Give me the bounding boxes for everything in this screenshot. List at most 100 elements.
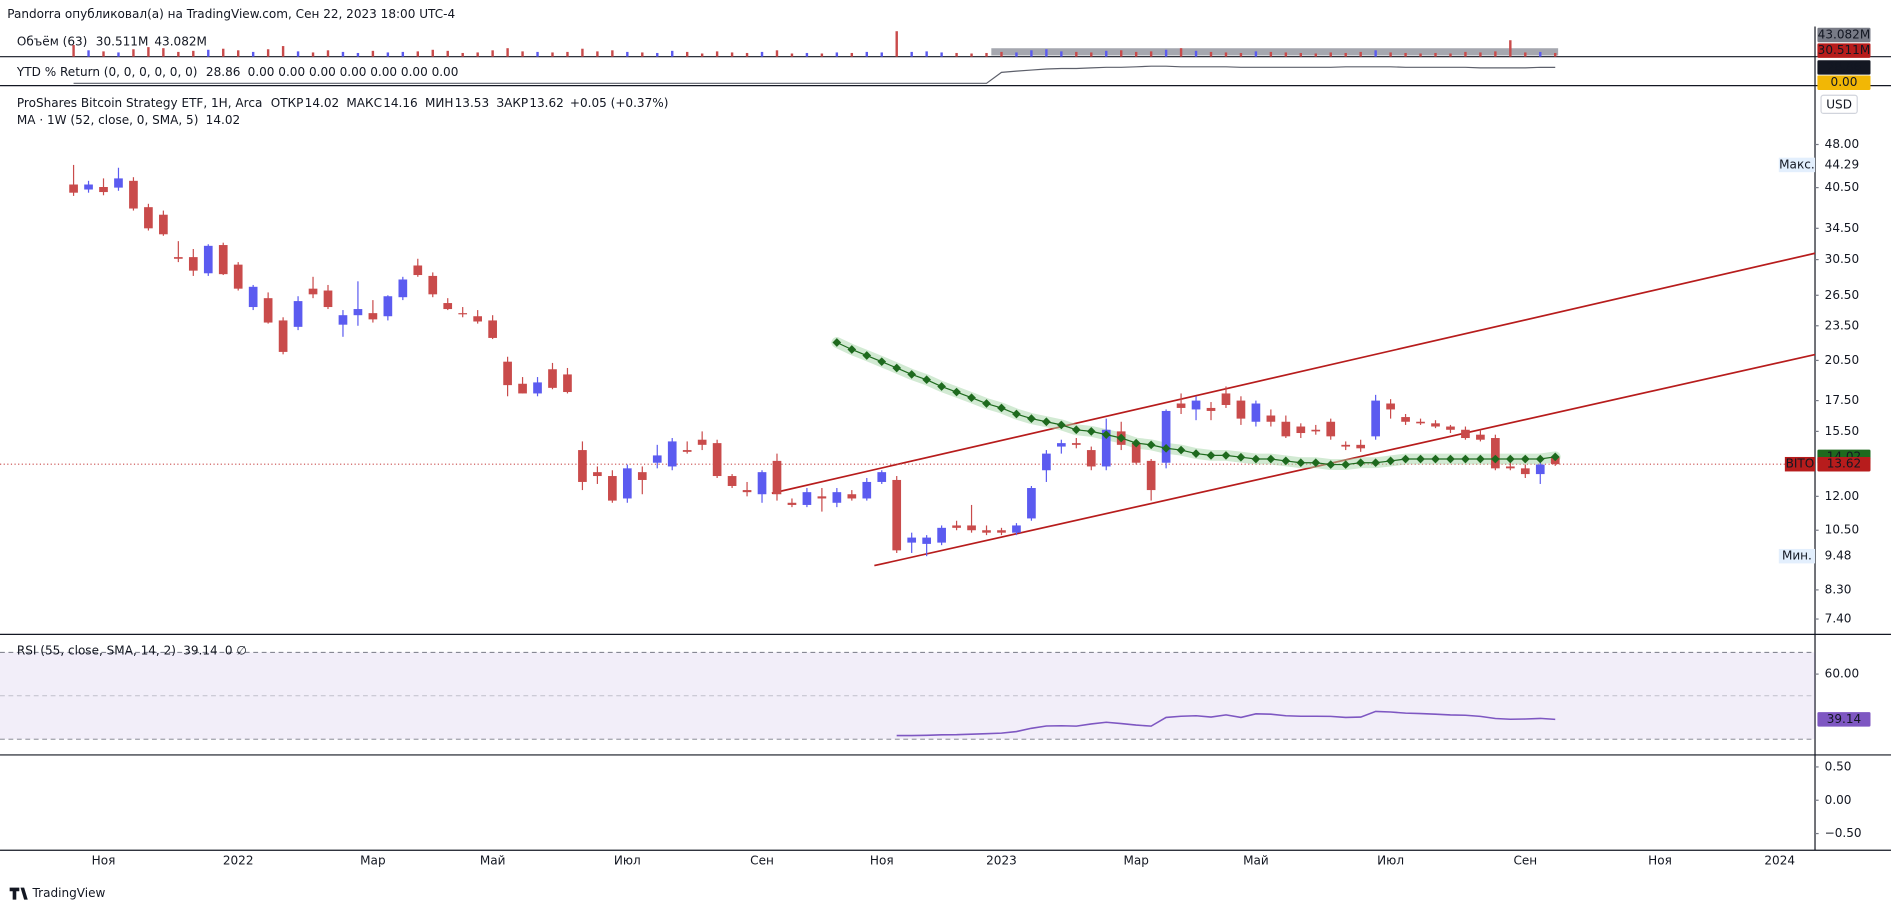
price-tick-label: 34.50 bbox=[1825, 221, 1860, 235]
x-tick-label: Сен bbox=[1513, 854, 1537, 868]
volume-bar bbox=[1134, 51, 1138, 57]
ohlc-change: +0.05 (+0.37%) bbox=[570, 96, 669, 110]
currency-button[interactable] bbox=[1820, 94, 1858, 114]
volume-bar bbox=[341, 51, 345, 57]
candle-body bbox=[159, 214, 168, 235]
ma-point bbox=[1101, 430, 1111, 440]
ma-point bbox=[1191, 449, 1201, 458]
volume-bar bbox=[117, 52, 120, 57]
candle-body bbox=[772, 460, 782, 495]
price-tick-label: 23.50 bbox=[1825, 318, 1860, 332]
ma-point bbox=[967, 393, 976, 403]
ma-point bbox=[1057, 420, 1066, 430]
volume-bar bbox=[1090, 52, 1093, 57]
volume-tag: 30.511M bbox=[1818, 43, 1871, 57]
ohlc-value: 13.53 bbox=[455, 96, 490, 110]
volume-bar bbox=[611, 50, 614, 57]
volume-bar bbox=[416, 51, 420, 57]
price-tick-label: 15.50 bbox=[1825, 424, 1860, 438]
candle-body bbox=[1431, 423, 1440, 427]
currency-label[interactable]: USD bbox=[1826, 97, 1852, 111]
volume-bar bbox=[671, 50, 674, 57]
candle-body bbox=[1131, 443, 1141, 463]
ma-point bbox=[1520, 454, 1530, 464]
volume-bar bbox=[1344, 52, 1347, 57]
ma-point bbox=[1027, 414, 1036, 423]
ohlc-label: МАКС bbox=[346, 96, 382, 110]
volume-bar bbox=[730, 52, 734, 57]
candle-body bbox=[398, 279, 408, 298]
x-tick-label: Ноя bbox=[1648, 854, 1672, 868]
volume-bar bbox=[700, 53, 704, 57]
volume-bar bbox=[446, 50, 449, 57]
volume-bar bbox=[102, 51, 105, 57]
volume-bar bbox=[476, 52, 479, 57]
rsi-tag: 39.14 bbox=[1827, 712, 1862, 726]
x-tick-label: Сен bbox=[750, 854, 774, 868]
candle-body bbox=[907, 537, 917, 543]
candle-body bbox=[1491, 438, 1500, 469]
volume-ma-tag: 43.082M bbox=[1818, 27, 1871, 41]
rsi-legend-value: 39.14 bbox=[183, 644, 218, 658]
candle-body bbox=[1416, 421, 1425, 424]
close-price-tag: 13.62 bbox=[1827, 457, 1862, 471]
ohlc-label: ОТКР bbox=[271, 96, 304, 110]
ma-legend-value: 14.02 bbox=[206, 113, 241, 127]
candle-body bbox=[578, 450, 587, 482]
price-tick-label: 17.50 bbox=[1825, 393, 1860, 407]
ytd-line bbox=[73, 65, 1556, 84]
candle-body bbox=[832, 492, 842, 503]
price-tick-label: 12.00 bbox=[1825, 489, 1860, 503]
candle-body bbox=[1505, 466, 1515, 469]
volume-bar bbox=[1404, 52, 1407, 57]
ma-point bbox=[997, 403, 1006, 413]
volume-bar bbox=[266, 49, 270, 57]
candle-body bbox=[548, 369, 557, 388]
candle-body bbox=[203, 245, 213, 274]
max-tag-label: Макс. bbox=[1779, 157, 1815, 171]
ma-point bbox=[1311, 458, 1321, 468]
volume-bar bbox=[1075, 51, 1078, 57]
candle-body bbox=[99, 187, 108, 193]
candle-body bbox=[1236, 400, 1246, 419]
ytd-legend-name: YTD % Return (0, 0, 0, 0, 0, 0) bbox=[16, 65, 198, 79]
candle-body bbox=[1266, 415, 1276, 422]
volume-bar bbox=[1179, 48, 1183, 57]
max-tag-value: 44.29 bbox=[1825, 157, 1860, 171]
candle-body bbox=[533, 382, 542, 394]
ma-point bbox=[1176, 445, 1186, 455]
volume-bar bbox=[536, 51, 539, 57]
candle-body bbox=[892, 479, 902, 551]
candle-body bbox=[1042, 453, 1051, 471]
price-tick-label: 10.50 bbox=[1825, 523, 1860, 537]
ma-legend-name: MA · 1W (52, close, 0, SMA, 5) bbox=[17, 113, 199, 127]
candle-body bbox=[1251, 403, 1261, 422]
volume-bar bbox=[132, 49, 135, 57]
x-tick-label: Июл bbox=[614, 854, 641, 868]
candle-body bbox=[757, 472, 767, 495]
volume-bar bbox=[1194, 50, 1198, 57]
rsi-tick-label: 60.00 bbox=[1825, 667, 1860, 681]
ma-point bbox=[1326, 460, 1336, 469]
x-tick-label: 2022 bbox=[223, 854, 254, 868]
volume-bar bbox=[760, 51, 764, 57]
volume-bar bbox=[1389, 52, 1392, 57]
ma-point bbox=[862, 351, 872, 360]
volume-bar bbox=[790, 53, 794, 57]
candle-body bbox=[982, 530, 991, 533]
candle-body bbox=[233, 264, 243, 289]
min-tag-box bbox=[1778, 548, 1816, 564]
candle-body bbox=[1371, 400, 1380, 437]
candle-body bbox=[1101, 429, 1111, 467]
candle-body bbox=[712, 443, 722, 477]
ma-point bbox=[1086, 427, 1096, 436]
candle-body bbox=[144, 207, 153, 229]
volume-bar bbox=[371, 50, 375, 57]
candle-body bbox=[1356, 444, 1366, 449]
candle-body bbox=[84, 184, 93, 190]
candle-body bbox=[308, 288, 318, 295]
volume-bar bbox=[880, 52, 883, 57]
volume-bar bbox=[222, 48, 225, 57]
ma-point bbox=[1550, 452, 1560, 462]
